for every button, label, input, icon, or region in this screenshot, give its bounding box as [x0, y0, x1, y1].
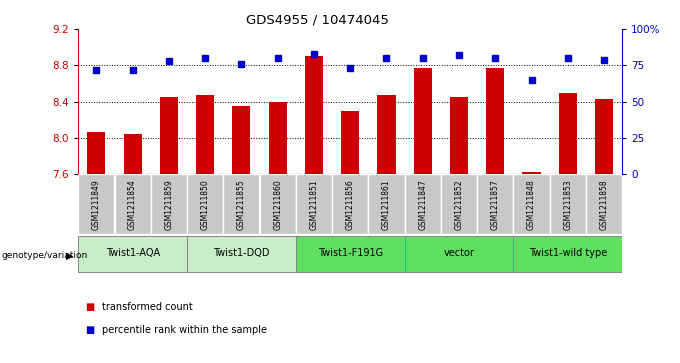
- Text: GSM1211858: GSM1211858: [600, 179, 609, 229]
- Text: GSM1211851: GSM1211851: [309, 179, 318, 229]
- FancyBboxPatch shape: [187, 174, 223, 234]
- Text: ■: ■: [85, 302, 95, 312]
- Text: GSM1211856: GSM1211856: [345, 179, 355, 229]
- Text: GSM1211847: GSM1211847: [418, 179, 427, 229]
- Bar: [87, 131, 105, 174]
- Text: genotype/variation: genotype/variation: [1, 252, 88, 260]
- FancyBboxPatch shape: [586, 174, 622, 234]
- Text: GSM1211852: GSM1211852: [454, 179, 464, 229]
- FancyBboxPatch shape: [78, 236, 187, 272]
- FancyBboxPatch shape: [78, 174, 114, 234]
- Text: GSM1211861: GSM1211861: [382, 179, 391, 229]
- Bar: [196, 95, 214, 174]
- Text: ▶: ▶: [66, 251, 73, 261]
- Text: transformed count: transformed count: [102, 302, 192, 312]
- FancyBboxPatch shape: [260, 174, 296, 234]
- FancyBboxPatch shape: [513, 236, 622, 272]
- FancyBboxPatch shape: [187, 236, 296, 272]
- Bar: [160, 97, 178, 174]
- Bar: [486, 68, 505, 174]
- FancyBboxPatch shape: [441, 174, 477, 234]
- Bar: [377, 95, 396, 174]
- FancyBboxPatch shape: [151, 174, 187, 234]
- Text: GSM1211850: GSM1211850: [201, 179, 209, 229]
- FancyBboxPatch shape: [296, 236, 405, 272]
- Text: vector: vector: [443, 248, 475, 258]
- Text: ■: ■: [85, 325, 95, 335]
- FancyBboxPatch shape: [477, 174, 513, 234]
- FancyBboxPatch shape: [405, 236, 513, 272]
- FancyBboxPatch shape: [114, 174, 151, 234]
- FancyBboxPatch shape: [513, 174, 549, 234]
- Text: Twist1-AQA: Twist1-AQA: [105, 248, 160, 258]
- Text: GSM1211859: GSM1211859: [165, 179, 173, 229]
- FancyBboxPatch shape: [549, 174, 586, 234]
- Bar: [269, 102, 287, 174]
- Title: GDS4955 / 10474045: GDS4955 / 10474045: [246, 13, 389, 26]
- Text: GSM1211848: GSM1211848: [527, 179, 536, 229]
- Text: Twist1-F191G: Twist1-F191G: [318, 248, 383, 258]
- FancyBboxPatch shape: [223, 174, 260, 234]
- Bar: [124, 134, 141, 174]
- Bar: [233, 106, 250, 174]
- Text: Twist1-DQD: Twist1-DQD: [213, 248, 270, 258]
- Text: GSM1211860: GSM1211860: [273, 179, 282, 229]
- Bar: [413, 68, 432, 174]
- Bar: [305, 56, 323, 174]
- Text: GSM1211857: GSM1211857: [491, 179, 500, 229]
- Bar: [341, 111, 359, 174]
- Text: GSM1211853: GSM1211853: [563, 179, 573, 229]
- Bar: [595, 99, 613, 174]
- Text: GSM1211849: GSM1211849: [92, 179, 101, 229]
- Text: GSM1211854: GSM1211854: [128, 179, 137, 229]
- FancyBboxPatch shape: [296, 174, 332, 234]
- FancyBboxPatch shape: [332, 174, 369, 234]
- Bar: [522, 171, 541, 174]
- Bar: [450, 97, 468, 174]
- Text: percentile rank within the sample: percentile rank within the sample: [102, 325, 267, 335]
- FancyBboxPatch shape: [369, 174, 405, 234]
- Text: GSM1211855: GSM1211855: [237, 179, 246, 229]
- Bar: [559, 93, 577, 174]
- Text: Twist1-wild type: Twist1-wild type: [528, 248, 607, 258]
- FancyBboxPatch shape: [405, 174, 441, 234]
